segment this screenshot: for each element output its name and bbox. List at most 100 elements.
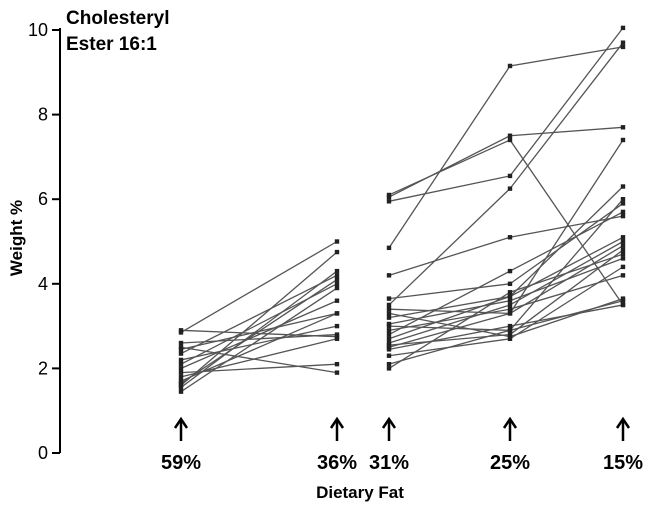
series-b-point-6-0 xyxy=(386,340,392,346)
category-arrow-4 xyxy=(615,416,631,441)
series-b-point-17-2 xyxy=(620,213,626,219)
y-tick-label-5: 10 xyxy=(28,20,48,40)
series-b-point-19-2 xyxy=(620,25,626,31)
series-b-point-11-2 xyxy=(620,256,626,261)
series-a-line-7 xyxy=(180,300,338,369)
axes: 0 2 4 6 8 10 xyxy=(28,20,61,463)
series-b-point-6-2 xyxy=(620,239,626,244)
series-b-point-0-0 xyxy=(386,366,392,371)
series-a-point-9-0 xyxy=(178,357,184,363)
series-b-point-13-2 xyxy=(620,296,626,301)
series-b-point-10-1 xyxy=(507,328,513,333)
category-label-1: 36% xyxy=(317,452,357,474)
series-a-point-0-1 xyxy=(334,285,340,291)
y-tick-label-2: 4 xyxy=(38,274,48,294)
series-a-point-7-1 xyxy=(334,298,340,303)
series-a-point-11-1 xyxy=(334,311,340,316)
series-a-line-14 xyxy=(180,240,338,334)
series-b-line-9 xyxy=(388,274,624,331)
category-label-2: 31% xyxy=(369,452,409,474)
series-b-point-14-0 xyxy=(386,306,392,312)
series-b-point-17-1 xyxy=(507,235,513,240)
series-b-point-13-0 xyxy=(386,311,392,316)
series-b-point-9-0 xyxy=(386,328,392,333)
series-a-point-3-1 xyxy=(334,277,340,282)
chart-title-line-2: Ester 16:1 xyxy=(66,34,157,55)
series-a-point-10-0 xyxy=(178,351,184,356)
series-b-point-8-0 xyxy=(386,332,392,337)
series-b-point-16-1 xyxy=(507,281,513,286)
series-b-point-0-1 xyxy=(507,290,513,295)
series-b-point-8-2 xyxy=(620,209,626,215)
series-b-point-15-2 xyxy=(620,40,626,45)
series-b-point-5-2 xyxy=(620,247,626,253)
series-b-point-9-1 xyxy=(507,306,513,312)
series-a-point-10-1 xyxy=(334,273,340,278)
arrow-head-0 xyxy=(173,416,189,429)
series-b-point-11-0 xyxy=(386,321,392,327)
category-labels: 59% 36% 31% 25% 15% xyxy=(161,416,643,474)
arrow-head-2 xyxy=(381,416,397,429)
series-b-point-4-2 xyxy=(620,137,626,143)
series-a-point-12-0 xyxy=(178,345,184,350)
x-axis-label: Dietary Fat xyxy=(316,483,404,502)
series-b-line-18 xyxy=(388,46,624,249)
series-b-point-12-1 xyxy=(507,294,513,299)
category-arrow-0 xyxy=(173,416,189,441)
series-a-point-4-0 xyxy=(178,378,184,384)
y-axis-label: Weight % xyxy=(7,200,26,276)
y-tick-label-1: 2 xyxy=(38,358,48,378)
data-markers xyxy=(178,25,626,394)
series-b-point-9-2 xyxy=(620,273,626,278)
y-tick-label-4: 8 xyxy=(38,105,48,125)
y-tick-label-3: 6 xyxy=(38,189,48,209)
series-a-point-1-1 xyxy=(334,268,340,274)
category-arrow-3 xyxy=(502,416,518,441)
series-a-line-11 xyxy=(180,312,338,350)
series-b-point-12-2 xyxy=(620,184,626,189)
series-b-point-14-1 xyxy=(507,311,513,316)
y-tick-label-0: 0 xyxy=(38,443,48,463)
series-a-point-5-0 xyxy=(178,374,184,380)
series-b-point-20-1 xyxy=(507,133,513,138)
series-a-line-1 xyxy=(180,270,338,388)
series-a-point-6-1 xyxy=(334,361,340,367)
arrow-head-1 xyxy=(329,416,345,429)
series-b-point-19-0 xyxy=(386,199,392,204)
series-a-line-10 xyxy=(180,274,338,355)
series-b-point-8-1 xyxy=(507,268,513,274)
series-b-line-19 xyxy=(388,27,624,202)
series-b-point-21-1 xyxy=(507,137,513,143)
series-b-point-17-0 xyxy=(386,273,392,278)
series-a-line-9 xyxy=(180,325,338,361)
series-b-point-6-1 xyxy=(507,302,513,308)
data-lines xyxy=(180,27,624,393)
series-b-point-19-1 xyxy=(507,173,513,179)
arrow-head-4 xyxy=(615,416,631,429)
series-b-point-3-1 xyxy=(507,323,513,329)
series-a-line-5 xyxy=(180,338,338,378)
series-a-point-14-1 xyxy=(334,239,340,244)
series-b-point-18-2 xyxy=(620,44,626,50)
series-b-line-16 xyxy=(388,202,624,300)
series-a-point-15-0 xyxy=(178,328,184,333)
series-a-point-8-1 xyxy=(334,281,340,286)
series-a-line-8 xyxy=(180,283,338,365)
series-a-point-0-0 xyxy=(178,389,184,394)
series-a-line-2 xyxy=(180,251,338,386)
series-b-point-1-0 xyxy=(386,361,392,367)
series-a-point-8-0 xyxy=(178,361,184,367)
series-a-line-6 xyxy=(180,363,338,374)
series-b-point-20-2 xyxy=(620,125,626,130)
chart-title-line-1: Cholesteryl xyxy=(66,8,169,29)
series-b-line-20 xyxy=(388,126,624,198)
series-b-point-15-0 xyxy=(386,302,392,308)
series-b-point-18-1 xyxy=(507,63,513,69)
series-a-point-13-0 xyxy=(178,340,184,346)
series-b-point-7-2 xyxy=(620,235,626,240)
series-b-point-16-2 xyxy=(620,201,626,206)
series-b-point-0-2 xyxy=(620,251,626,257)
series-a-point-12-1 xyxy=(334,370,340,375)
category-arrow-2 xyxy=(381,416,397,441)
